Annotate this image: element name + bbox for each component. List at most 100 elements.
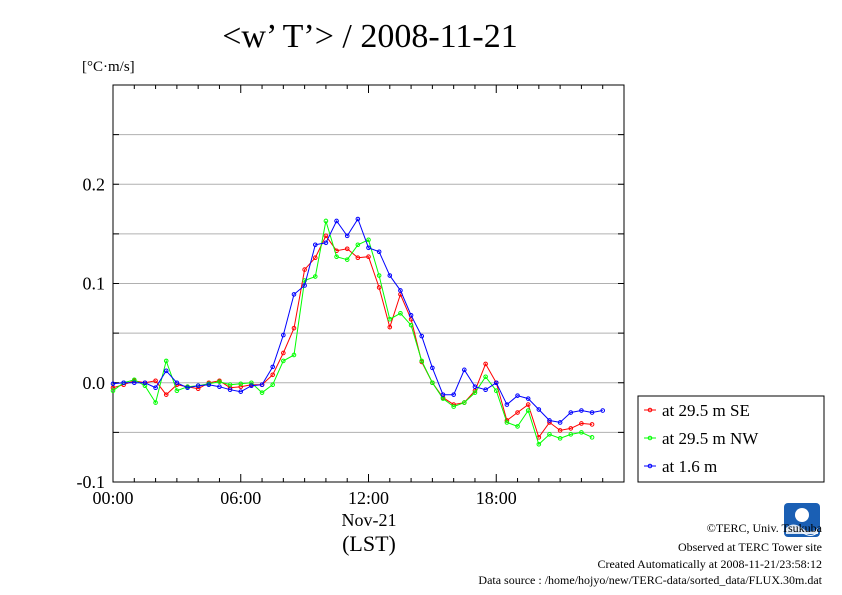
source-text: Data source : /home/hojyo/new/TERC-data/… <box>478 573 822 587</box>
data-point <box>259 390 265 395</box>
data-point <box>568 410 574 415</box>
data-point <box>493 388 499 393</box>
series-group <box>110 216 606 447</box>
data-point <box>259 382 265 388</box>
data-point <box>398 310 403 316</box>
data-point <box>557 428 563 433</box>
data-point <box>472 384 478 390</box>
data-point <box>387 324 393 330</box>
data-point <box>291 352 297 358</box>
y-axis-ticks: -0.1 0.0 0.1 0.2 <box>77 174 106 492</box>
data-point <box>525 402 531 407</box>
data-point <box>376 285 382 290</box>
data-point <box>483 361 488 367</box>
data-point <box>557 420 563 425</box>
data-point <box>579 421 584 426</box>
x-tick-label: 00:00 <box>92 488 133 508</box>
data-point <box>270 364 275 370</box>
data-point <box>547 418 552 423</box>
legend-marker <box>647 435 653 441</box>
data-point <box>366 254 371 260</box>
data-point <box>589 410 595 415</box>
data-point <box>589 435 595 440</box>
data-point <box>312 274 318 279</box>
data-point <box>195 386 201 392</box>
data-point <box>344 233 350 239</box>
data-point <box>291 292 297 297</box>
data-point <box>302 267 307 272</box>
x-axis-date-label: Nov-21 <box>342 510 397 530</box>
data-point <box>430 380 435 386</box>
data-point <box>504 420 510 425</box>
data-point <box>419 333 425 339</box>
terc-logo <box>784 503 820 537</box>
data-point <box>185 385 190 391</box>
data-point <box>568 426 574 431</box>
data-point <box>227 382 233 388</box>
data-point <box>281 358 286 364</box>
observed-text: Observed at TERC Tower site <box>678 540 822 554</box>
data-point <box>387 273 393 278</box>
data-point <box>334 254 339 260</box>
data-point <box>281 332 286 338</box>
legend-marker <box>647 463 653 469</box>
data-point <box>142 383 148 389</box>
data-point <box>238 384 244 390</box>
x-tick-label: 12:00 <box>348 488 389 508</box>
data-point <box>131 380 137 386</box>
data-point <box>376 273 382 278</box>
legend-marker <box>647 407 653 413</box>
data-point <box>398 288 403 293</box>
data-point <box>515 424 520 429</box>
y-tick-label: 0.2 <box>83 174 106 194</box>
plot-frame <box>112 84 625 483</box>
data-point <box>131 377 137 383</box>
data-point <box>600 408 606 413</box>
legend-label: at 29.5 m NW <box>662 429 759 448</box>
data-point <box>249 380 254 386</box>
data-point <box>504 402 510 407</box>
data-point <box>579 430 584 435</box>
chart-title: <w’ T’> / 2008-11-21 <box>222 18 518 55</box>
y-axis-unit: [°C·m/s] <box>82 59 135 75</box>
data-point <box>408 322 414 328</box>
data-point <box>376 249 382 255</box>
data-point <box>291 325 297 331</box>
data-point <box>323 218 329 224</box>
legend-label: at 1.6 m <box>662 457 717 476</box>
copyright-text: ©TERC, Univ. Tsukuba <box>707 521 823 535</box>
data-point <box>142 380 148 386</box>
data-point <box>462 367 467 373</box>
data-point <box>174 388 180 393</box>
data-point <box>568 432 574 437</box>
data-point <box>217 379 222 385</box>
data-point <box>547 432 552 437</box>
data-point <box>536 441 542 447</box>
data-point <box>440 392 446 397</box>
data-point <box>451 392 456 397</box>
data-point <box>355 216 361 222</box>
x-axis-label: (LST) <box>342 531 396 556</box>
data-point <box>270 372 275 378</box>
data-point <box>323 233 329 239</box>
data-point <box>525 408 531 413</box>
data-point <box>419 358 425 364</box>
created-text: Created Automatically at 2008-11-21/23:5… <box>597 557 822 571</box>
data-point <box>483 374 488 380</box>
data-point <box>344 257 350 262</box>
data-point <box>589 422 595 427</box>
data-point <box>110 381 116 387</box>
data-point <box>472 390 478 395</box>
data-point <box>515 410 520 415</box>
data-point <box>312 242 318 248</box>
data-point <box>483 387 488 392</box>
y-tick-label: -0.1 <box>77 472 106 492</box>
y-tick-label: 0.1 <box>83 274 106 294</box>
legend-box <box>637 395 825 483</box>
data-point <box>579 408 584 413</box>
data-point <box>270 382 275 388</box>
series-line <box>112 217 603 423</box>
data-point <box>536 407 542 412</box>
x-tick-label: 18:00 <box>476 488 517 508</box>
